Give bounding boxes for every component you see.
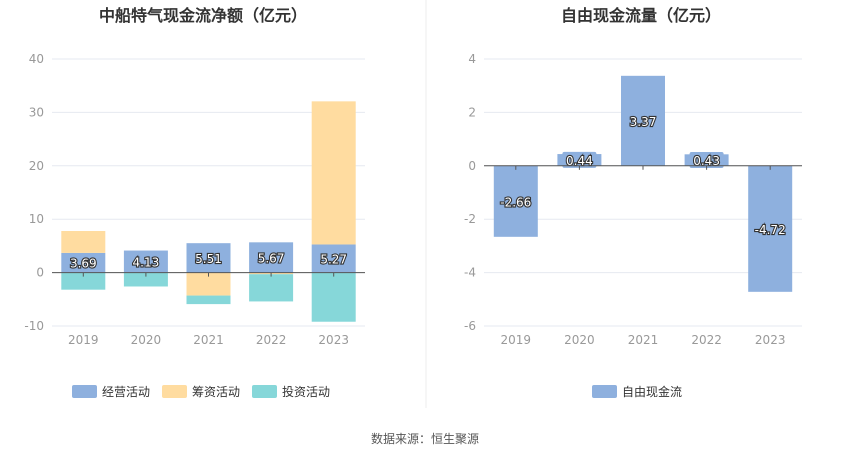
left-legend-swatch [72,385,97,398]
left-data-label-bg [316,250,351,267]
right-data-label: -4.72 [755,223,786,237]
left-legend-swatch [252,385,277,398]
right-y-tick-label: 0 [468,159,476,173]
right-x-tick-label: 2022 [691,333,722,347]
right-legend-swatch [592,385,617,398]
left-data-label-bg [191,249,226,266]
left-data-label-bg [128,253,163,270]
left-x-tick-label: 2022 [256,333,287,347]
left-bar-3 [311,272,356,322]
left-data-label: 5.51 [195,252,222,266]
left-bar-2 [61,231,106,253]
right-y-tick-label: 4 [468,52,476,66]
left-bar-3 [61,272,106,290]
right-data-label-bg [749,220,791,237]
right-data-label: -2.66 [500,195,531,209]
left-legend-label: 筹资活动 [192,385,240,399]
right-data-label: 0.44 [566,154,593,168]
left-y-tick-label: 20 [29,159,44,173]
left-y-tick-label: -10 [24,319,44,333]
right-data-labels: -2.66 0.44 3.37 0.43 -4.72 [495,112,791,238]
right-data-label-bg [495,193,537,210]
right-x-tick-label: 2021 [628,333,659,347]
left-data-label: 5.27 [320,253,347,267]
right-y-tick-label: -2 [464,212,476,226]
right-data-label: 0.43 [693,154,720,168]
left-bars [61,101,356,322]
left-x-tick-label: 2019 [68,333,99,347]
right-x-tick-label: 2020 [564,333,595,347]
left-data-label: 4.13 [133,256,160,270]
right-data-label-bg [689,152,724,169]
left-x-tick-label: 2021 [193,333,224,347]
left-bar-2 [186,272,231,296]
data-source-note: 数据来源：恒生聚源 [370,432,479,446]
left-legend-swatch [162,385,187,398]
left-data-label: 5.67 [258,251,285,265]
right-data-label: 3.37 [630,115,657,129]
left-bar-2 [311,101,356,245]
left-bar-3 [123,272,168,287]
left-data-label-bg [254,249,289,266]
left-data-label-bg [66,254,101,271]
left-data-labels: 3.69 4.13 5.51 5.67 5.27 [66,249,351,272]
right-x-tick-label: 2023 [755,333,786,347]
left-legend-label: 经营活动 [102,385,150,399]
left-x-tick-label: 2020 [131,333,162,347]
left-data-label: 3.69 [70,257,97,271]
right-chart-title: 自由现金流量（亿元） [561,6,721,25]
right-y-tick-label: 2 [468,105,476,119]
right-axis: -6 -4 -2 0 2 4 2019 2020 2021 2022 2023 [464,52,802,347]
left-y-tick-label: 10 [29,212,44,226]
right-data-label-bg [562,151,597,168]
left-legend: 经营活动 筹资活动 投资活动 [72,384,330,399]
right-x-tick-label: 2019 [501,333,532,347]
right-legend: 自由现金流 [592,384,682,399]
left-bar-3 [186,295,231,305]
right-bars [493,75,793,292]
left-axis: -10 0 10 20 30 40 2019 2020 2021 2022 2023 [24,52,365,347]
left-legend-label: 投资活动 [282,384,330,399]
left-x-tick-label: 2023 [318,333,349,347]
right-y-tick-label: -4 [464,266,476,280]
left-y-tick-label: 0 [36,266,44,280]
left-chart-title: 中船特气现金流净额（亿元） [99,6,307,25]
right-y-tick-label: -6 [464,319,476,333]
right-legend-label: 自由现金流 [622,384,682,399]
left-y-tick-label: 30 [29,105,44,119]
left-bar-3 [249,274,294,302]
left-y-tick-label: 40 [29,52,44,66]
right-data-label-bg [626,112,660,129]
